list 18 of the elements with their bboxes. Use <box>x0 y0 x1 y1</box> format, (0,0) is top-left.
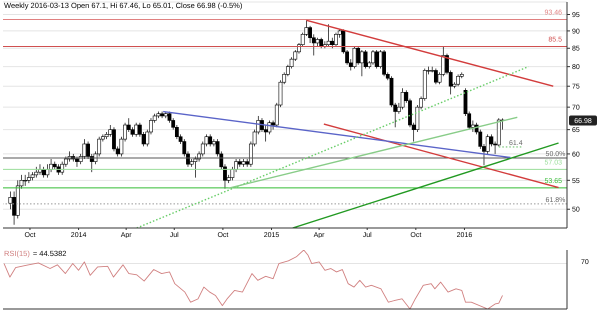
candlestick <box>374 50 379 69</box>
candlestick <box>400 88 404 110</box>
candlestick <box>330 37 334 49</box>
candlestick <box>75 156 79 168</box>
candlestick <box>360 50 364 77</box>
candlestick <box>208 134 212 147</box>
candlestick <box>23 174 28 186</box>
candlestick <box>434 68 438 85</box>
candlestick <box>371 50 375 66</box>
candlestick <box>134 122 138 138</box>
candlestick <box>456 74 460 87</box>
candlestick <box>382 50 386 77</box>
candlestick <box>326 24 330 47</box>
candlestick <box>352 46 356 69</box>
candlestick <box>242 158 246 168</box>
candlestick <box>334 32 338 47</box>
candlestick <box>26 172 31 184</box>
candlestick <box>42 166 46 178</box>
